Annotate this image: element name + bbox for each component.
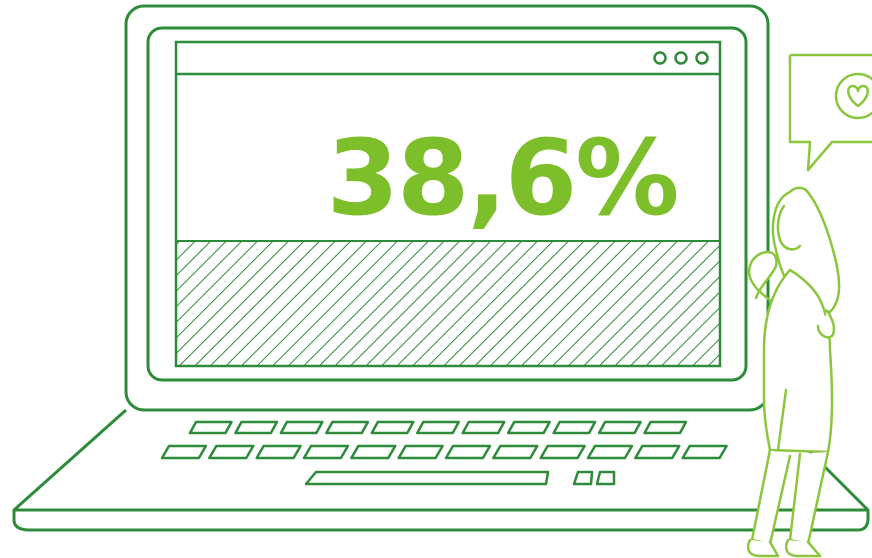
keyboard-key	[255, 444, 302, 460]
laptop-lid	[124, 4, 770, 412]
keyboard-key	[416, 420, 460, 435]
keyboard-key	[634, 444, 681, 460]
keyboard-key	[492, 444, 539, 460]
browser-window	[174, 40, 722, 368]
hatched-fill	[177, 241, 719, 365]
speech-bubble-icon	[788, 53, 872, 172]
keyboard-key	[397, 444, 444, 460]
keyboard-key	[681, 444, 728, 460]
keyboard-key	[188, 420, 233, 435]
keyboard-key	[506, 420, 551, 435]
keyboard-key	[552, 420, 597, 435]
keyboard-key	[302, 444, 350, 460]
keyboard-key	[461, 420, 506, 435]
keyboard-key	[539, 444, 586, 460]
person-figure	[746, 186, 841, 558]
percentage-value: 38,6%	[327, 117, 678, 239]
three-dots-icon	[653, 51, 709, 65]
keyboard-key	[160, 444, 208, 460]
keyboard-key	[643, 420, 688, 435]
keyboard-key	[208, 444, 255, 460]
keyboard-key	[325, 420, 370, 435]
keyboard-key	[234, 420, 279, 435]
laptop-base	[12, 408, 870, 532]
keyboard-key	[350, 444, 397, 460]
keyboard-key	[586, 444, 634, 460]
heart-icon	[834, 72, 872, 120]
keyboard-key	[279, 420, 324, 435]
keyboard	[160, 420, 728, 460]
keyboard-key	[444, 444, 492, 460]
keyboard-key	[597, 420, 642, 435]
keyboard-key	[370, 420, 415, 435]
keyboard-spacebar	[304, 470, 616, 486]
